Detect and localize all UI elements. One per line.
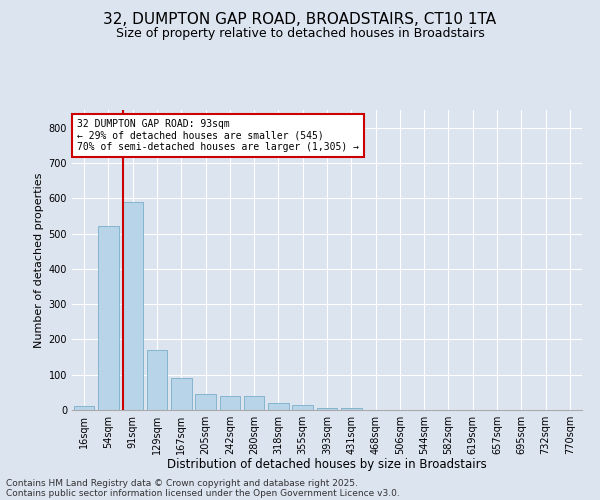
Bar [146, 350, 167, 410]
Bar [171, 378, 191, 410]
Text: 32, DUMPTON GAP ROAD, BROADSTAIRS, CT10 1TA: 32, DUMPTON GAP ROAD, BROADSTAIRS, CT10 … [103, 12, 497, 28]
Bar [74, 406, 94, 410]
X-axis label: Distribution of detached houses by size in Broadstairs: Distribution of detached houses by size … [167, 458, 487, 471]
Text: Contains HM Land Registry data © Crown copyright and database right 2025.: Contains HM Land Registry data © Crown c… [6, 478, 358, 488]
Bar [268, 403, 289, 410]
Text: Contains public sector information licensed under the Open Government Licence v3: Contains public sector information licen… [6, 488, 400, 498]
Bar [122, 202, 143, 410]
Bar [341, 408, 362, 410]
Bar [220, 396, 240, 410]
Bar [244, 396, 265, 410]
Bar [195, 394, 216, 410]
Bar [292, 404, 313, 410]
Text: 32 DUMPTON GAP ROAD: 93sqm
← 29% of detached houses are smaller (545)
70% of sem: 32 DUMPTON GAP ROAD: 93sqm ← 29% of deta… [77, 119, 359, 152]
Y-axis label: Number of detached properties: Number of detached properties [34, 172, 44, 348]
Text: Size of property relative to detached houses in Broadstairs: Size of property relative to detached ho… [116, 28, 484, 40]
Bar [98, 226, 119, 410]
Bar [317, 408, 337, 410]
